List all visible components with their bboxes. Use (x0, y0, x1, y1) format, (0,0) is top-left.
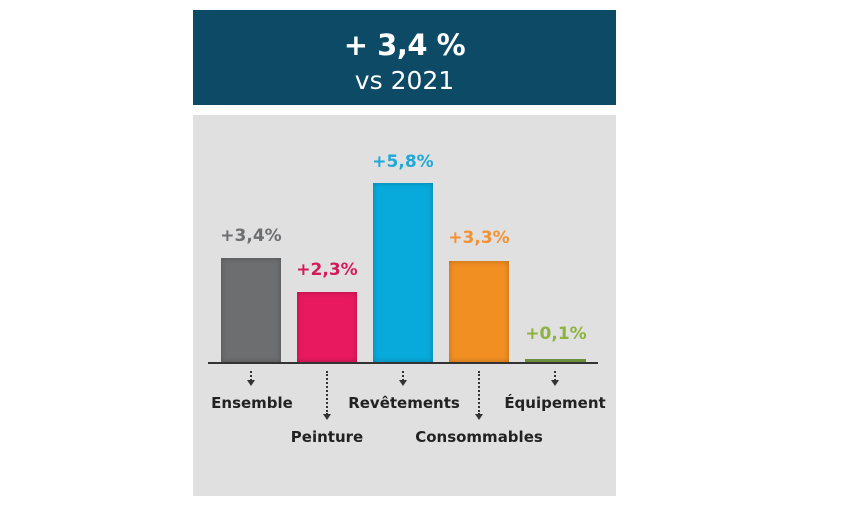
category-label-equipement: Équipement (504, 394, 606, 412)
bar-value-revetements: +5,8% (372, 152, 434, 172)
headline-value: + 3,4 % (343, 28, 466, 62)
bar-ensemble (221, 258, 281, 362)
category-label-peinture: Peinture (290, 428, 364, 446)
summary-header: + 3,4 % vs 2021 (193, 10, 616, 105)
x-axis-baseline (208, 362, 598, 364)
bar-revetements (373, 183, 433, 362)
bar-equipement (525, 359, 586, 362)
arrow-down-icon (323, 414, 331, 420)
arrow-down-icon (247, 380, 255, 386)
bar-value-peinture: +2,3% (296, 260, 358, 280)
arrow-down-icon (399, 380, 407, 386)
pointer-equipement (554, 371, 558, 381)
bar-consommables (449, 261, 509, 362)
headline-comparison: vs 2021 (354, 66, 455, 95)
arrow-down-icon (551, 380, 559, 386)
category-label-revetements: Revêtements (348, 394, 460, 412)
category-label-consommables: Consommables (415, 428, 543, 446)
arrow-down-icon (475, 414, 483, 420)
pointer-peinture (326, 371, 330, 415)
chart-panel: +3,4% +2,3% +5,8% +3,3% +0,1% Ensemble P… (193, 115, 616, 496)
category-label-ensemble: Ensemble (211, 394, 293, 412)
pointer-revetements (402, 371, 406, 381)
pointer-ensemble (250, 371, 254, 381)
bar-value-consommables: +3,3% (448, 228, 510, 248)
bar-peinture (297, 292, 357, 362)
bar-value-equipement: +0,1% (525, 324, 587, 344)
bar-value-ensemble: +3,4% (220, 226, 282, 246)
pointer-consommables (478, 371, 482, 415)
